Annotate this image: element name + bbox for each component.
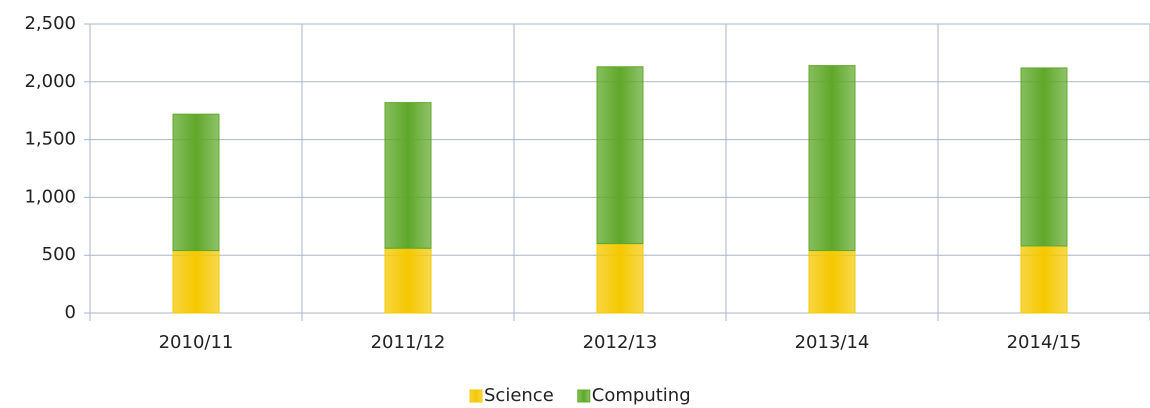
y-tick-label: 0 [65, 302, 76, 323]
bar-segment [808, 65, 856, 252]
bar-segment [1020, 67, 1068, 247]
x-tick-label: 2013/14 [795, 332, 870, 353]
x-tick-label: 2011/12 [371, 332, 446, 353]
x-tick-label: 2012/13 [583, 332, 658, 353]
bar-segment [384, 102, 432, 249]
bar-segment [808, 250, 856, 314]
y-tick-label: 2,000 [24, 71, 76, 92]
bar-segment [596, 243, 644, 314]
bar-segment [172, 113, 220, 252]
bar-segment [172, 250, 220, 314]
y-tick-label: 1,000 [24, 186, 76, 207]
legend-swatch [469, 389, 483, 403]
x-tick-label: 2014/15 [1007, 332, 1082, 353]
legend-swatch [577, 389, 591, 403]
bar-segment [384, 247, 432, 314]
y-tick-label: 500 [42, 244, 76, 265]
x-tick-label: 2010/11 [159, 332, 234, 353]
bar-segment [596, 66, 644, 245]
y-tick-label: 1,500 [24, 129, 76, 150]
y-tick-label: 2,500 [24, 13, 76, 34]
bar-segment [1020, 245, 1068, 314]
legend-label: Science [484, 385, 554, 406]
legend-label: Computing [592, 385, 691, 406]
